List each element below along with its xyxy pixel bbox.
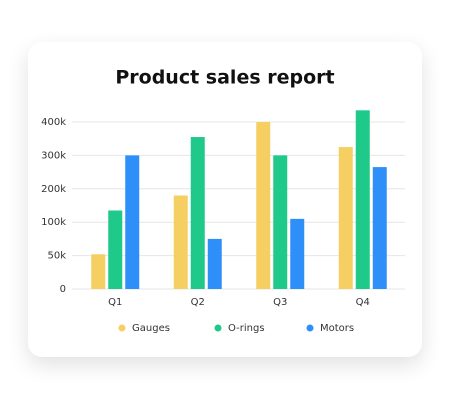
legend-marker xyxy=(118,324,126,332)
legend-marker xyxy=(214,324,222,332)
y-tick-label: 300k xyxy=(41,150,66,161)
legend-label: Gauges xyxy=(132,323,170,334)
bar xyxy=(91,254,106,289)
y-tick-label: 400k xyxy=(41,117,66,128)
legend-label: Motors xyxy=(320,323,354,334)
bar xyxy=(256,122,271,289)
bar xyxy=(190,137,205,289)
x-tick-label: Q1 xyxy=(108,297,122,308)
bar xyxy=(273,155,288,289)
bar xyxy=(338,147,353,289)
bar xyxy=(207,238,222,289)
y-tick-label: 200k xyxy=(41,184,66,195)
bar xyxy=(108,210,123,289)
chart-title: Product sales report xyxy=(115,67,334,89)
x-tick-label: Q3 xyxy=(273,297,287,308)
y-tick-label: 0 xyxy=(60,284,66,295)
bar xyxy=(173,195,188,289)
legend-marker xyxy=(306,324,314,332)
x-tick-label: Q2 xyxy=(191,297,205,308)
x-tick-label: Q4 xyxy=(356,297,370,308)
y-tick-label: 100k xyxy=(41,217,66,228)
bar xyxy=(355,110,370,289)
y-tick-label: 50k xyxy=(47,251,66,262)
legend-label: O-rings xyxy=(228,323,265,334)
bar xyxy=(125,155,140,289)
bar xyxy=(290,218,305,289)
bar xyxy=(372,167,387,289)
